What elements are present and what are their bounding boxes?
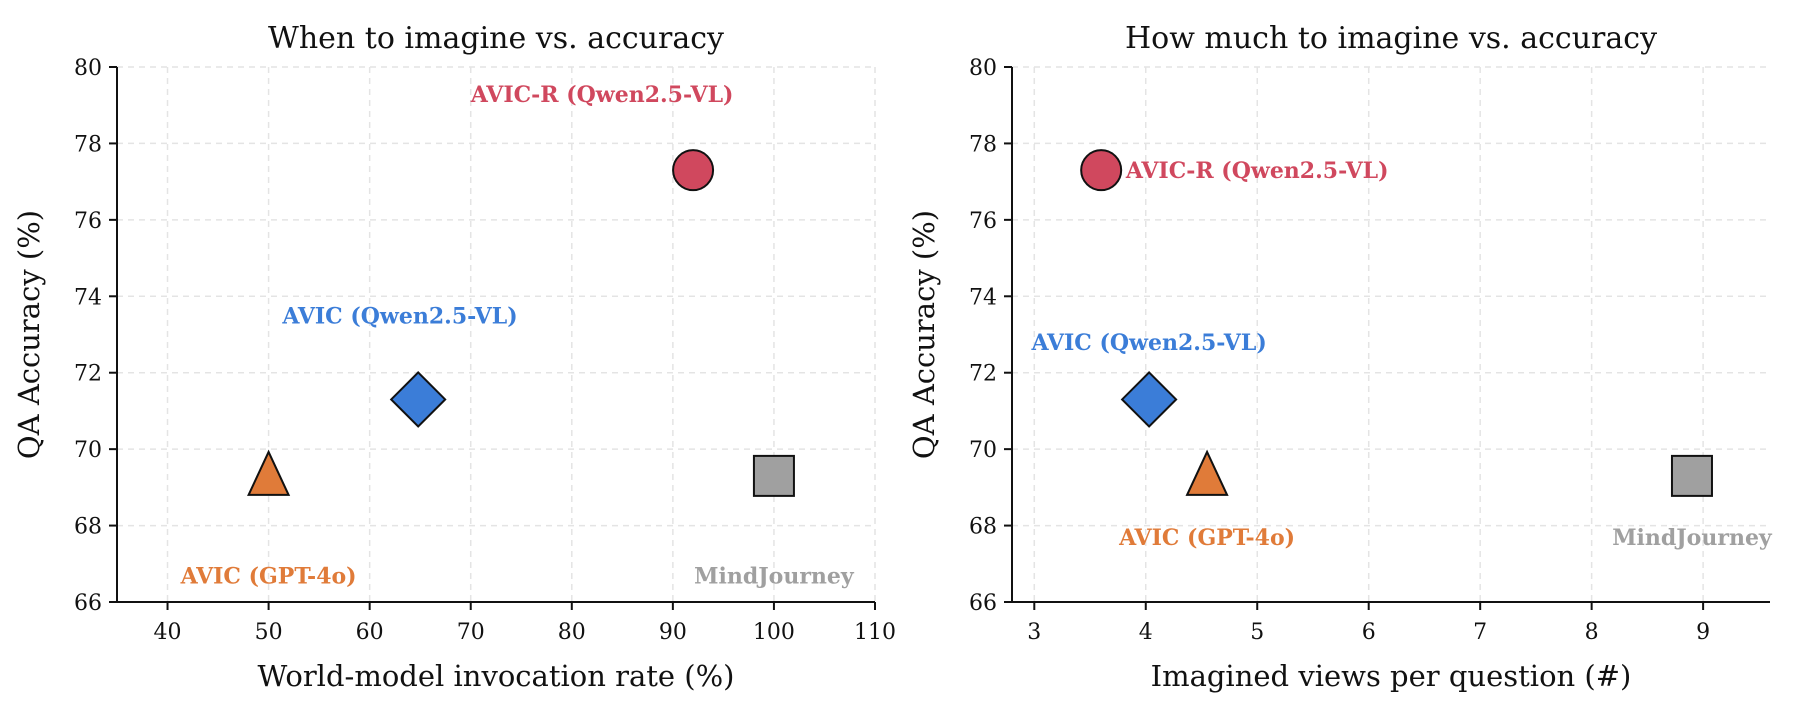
y-tick-label: 70 [74, 438, 102, 463]
data-point-label: MindJourney [694, 563, 855, 589]
data-point-triangle [1185, 449, 1229, 496]
data-point-diamond [1120, 371, 1178, 428]
x-tick-label: 9 [1696, 620, 1710, 645]
data-point-label: AVIC (Qwen2.5-VL) [281, 303, 517, 329]
x-tick-label: 90 [659, 620, 687, 645]
chart-panel-1: 40 50 60 70 80 90 100 110 66 68 70 72 74 76 78 80 When t… [12, 21, 896, 693]
y-tick-label: 80 [969, 56, 997, 81]
y-tick-label: 78 [74, 132, 102, 157]
y-tick-label: 78 [969, 132, 997, 157]
x-tick-label: 70 [457, 620, 485, 645]
y-axis-label: QA Accuracy (%) [12, 210, 46, 459]
x-tick-label: 50 [255, 620, 283, 645]
y-tick-label: 66 [969, 591, 997, 616]
x-axis-label: Imagined views per question (#) [1151, 659, 1632, 693]
data-point-square [1670, 454, 1713, 497]
y-tick-label: 74 [969, 285, 997, 310]
data-point-label: AVIC-R (Qwen2.5-VL) [1125, 158, 1389, 184]
y-tick-label: 68 [74, 515, 102, 540]
y-tick-label: 68 [969, 515, 997, 540]
chart-title: How much to imagine vs. accuracy [1125, 21, 1657, 56]
x-tick-label: 110 [854, 620, 896, 645]
x-tick-label: 4 [1139, 620, 1153, 645]
data-point-label: AVIC (Qwen2.5-VL) [1030, 330, 1266, 356]
data-point-label: AVIC (GPT-4o) [1118, 525, 1295, 551]
x-tick-label: 6 [1362, 620, 1376, 645]
y-tick-label: 66 [74, 591, 102, 616]
data-point-diamond [389, 371, 447, 428]
x-tick-label: 7 [1473, 620, 1487, 645]
y-tick-label: 70 [969, 438, 997, 463]
x-tick-label: 40 [154, 620, 182, 645]
y-axis-label: QA Accuracy (%) [907, 210, 941, 459]
data-point-circle [1080, 149, 1123, 192]
x-tick-label: 80 [558, 620, 586, 645]
x-tick-label: 3 [1027, 620, 1041, 645]
data-point-label: AVIC (GPT-4o) [180, 563, 357, 589]
y-tick-label: 80 [74, 56, 102, 81]
data-point-triangle [247, 449, 291, 496]
y-tick-label: 74 [74, 285, 102, 310]
data-point-circle [672, 149, 715, 192]
y-tick-label: 72 [74, 362, 102, 387]
data-point-label: MindJourney [1612, 525, 1773, 551]
y-tick-label: 76 [74, 209, 102, 234]
data-point-square [752, 454, 795, 497]
chart-title: When to imagine vs. accuracy [268, 21, 724, 56]
x-axis-label: World-model invocation rate (%) [258, 659, 735, 693]
x-tick-label: 60 [356, 620, 384, 645]
y-tick-label: 76 [969, 209, 997, 234]
y-tick-label: 72 [969, 362, 997, 387]
x-tick-label: 8 [1585, 620, 1599, 645]
x-tick-label: 100 [753, 620, 795, 645]
data-point-label: AVIC-R (Qwen2.5-VL) [470, 82, 734, 108]
x-tick-label: 5 [1250, 620, 1264, 645]
